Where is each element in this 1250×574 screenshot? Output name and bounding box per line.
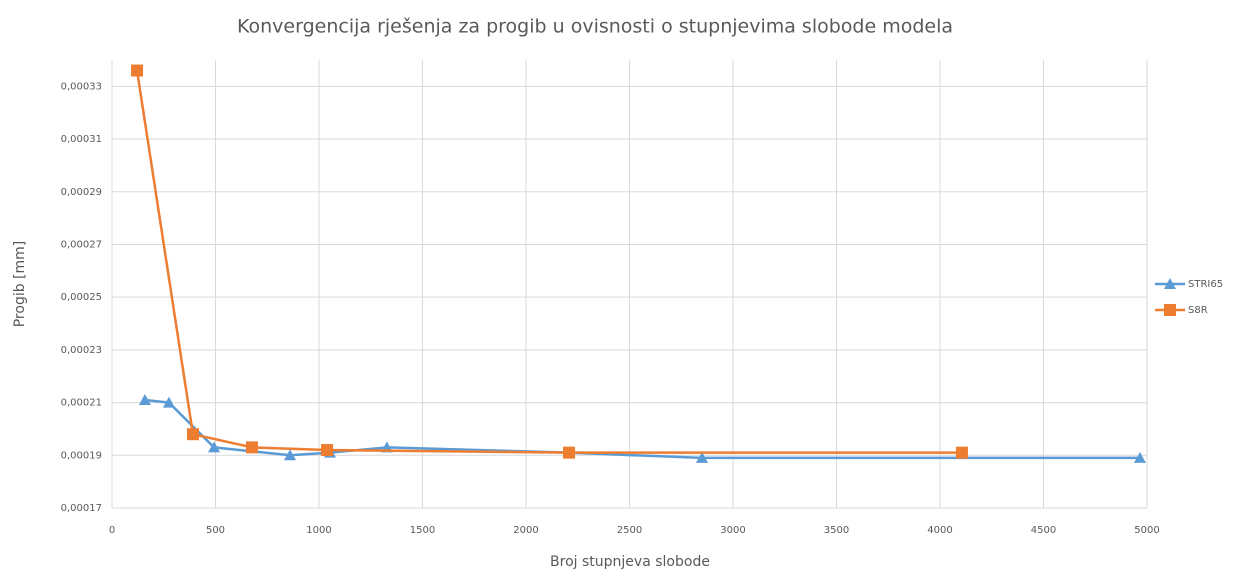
marker (138, 393, 151, 405)
legend-label: STRI65 (1188, 279, 1223, 290)
y-tick-label: 0,00023 (61, 345, 102, 356)
y-axis-label: Progib [mm] (12, 241, 28, 328)
marker (131, 64, 144, 77)
y-tick-label: 0,00021 (61, 398, 102, 409)
x-axis-label: Broj stupnjeva slobode (550, 554, 710, 570)
x-tick-label: 2000 (513, 525, 538, 536)
y-tick-label: 0,00031 (61, 134, 102, 145)
marker (162, 396, 175, 408)
y-tick-label: 0,00019 (61, 450, 102, 461)
x-tick-label: 3500 (824, 525, 849, 536)
y-tick-label: 0,00025 (61, 292, 102, 303)
marker (1164, 304, 1176, 316)
x-tick-label: 3000 (720, 525, 745, 536)
marker (321, 444, 334, 457)
marker (208, 441, 221, 453)
y-tick-label: 0,00017 (61, 503, 102, 514)
y-tick-label: 0,00029 (61, 187, 102, 198)
x-tick-label: 1000 (306, 525, 331, 536)
marker (284, 449, 297, 461)
x-tick-label: 2500 (617, 525, 642, 536)
x-tick-label: 1500 (410, 525, 435, 536)
x-tick-label: 4500 (1031, 525, 1056, 536)
x-tick-label: 0 (109, 525, 115, 536)
x-tick-label: 5000 (1134, 525, 1159, 536)
marker (186, 428, 199, 441)
marker (955, 446, 968, 459)
series-line (135, 70, 962, 454)
marker (563, 446, 576, 459)
chart-title: Konvergencija rješenja za progib u ovisn… (237, 16, 953, 38)
x-tick-label: 500 (206, 525, 225, 536)
marker (245, 441, 258, 454)
legend-label: S8R (1188, 305, 1208, 316)
y-tick-label: 0,00033 (61, 81, 102, 92)
marker (1164, 278, 1176, 289)
marker (695, 451, 708, 463)
y-tick-label: 0,00027 (61, 239, 102, 250)
x-tick-label: 4000 (927, 525, 952, 536)
marker (1133, 451, 1146, 463)
